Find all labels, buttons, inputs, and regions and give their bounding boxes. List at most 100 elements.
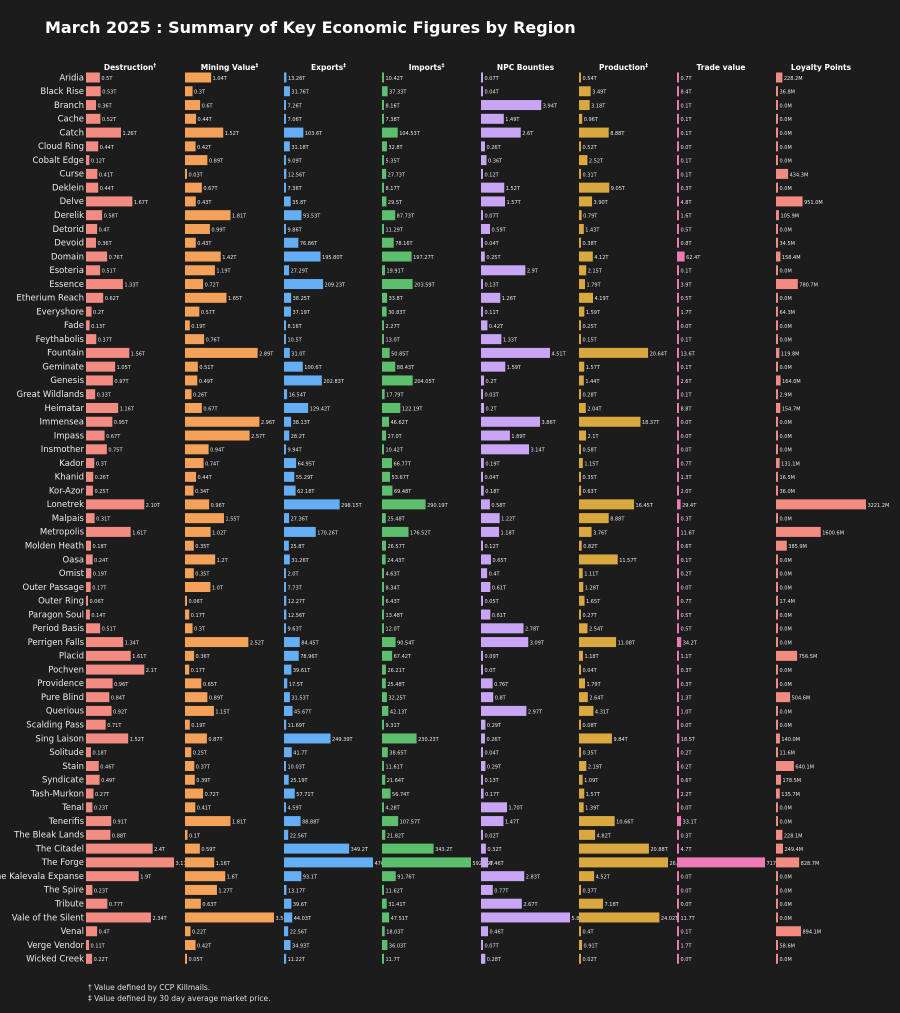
bar-mining-value xyxy=(185,320,190,331)
value-label-destruction: 0.31T xyxy=(96,517,111,523)
value-label-mining-value: 0.39T xyxy=(196,778,211,784)
bar-loyalty-points xyxy=(776,155,778,166)
value-label-imports: 4.28T xyxy=(386,806,401,812)
bar-npc-bounties xyxy=(481,485,484,496)
value-label-exports: 7.73T xyxy=(288,585,303,591)
bar-mining-value xyxy=(185,347,258,358)
bar-npc-bounties xyxy=(481,581,491,592)
region-label: Khanid xyxy=(55,473,84,483)
bar-trade-value xyxy=(677,664,679,675)
value-label-imports: 11.7T xyxy=(386,957,401,963)
bar-destruction xyxy=(86,485,93,496)
value-label-mining-value: 1.65T xyxy=(228,296,243,302)
region-label: Domain xyxy=(51,252,84,262)
value-label-loyalty-points: 0.0M xyxy=(780,723,792,729)
column-header-npc-bounties: NPC Bounties xyxy=(497,63,555,72)
value-label-loyalty-points: 249.4M xyxy=(784,847,803,853)
bar-destruction xyxy=(86,705,112,716)
value-label-loyalty-points: 228.1M xyxy=(784,833,803,839)
value-label-production: 0.38T xyxy=(583,241,598,247)
value-label-exports: 62.18T xyxy=(297,489,315,495)
region-label: The Kalevala Expanse xyxy=(0,872,84,882)
bar-imports xyxy=(382,623,384,634)
bar-loyalty-points xyxy=(776,843,783,854)
bar-imports xyxy=(382,581,384,592)
bar-npc-bounties xyxy=(481,334,502,345)
bar-exports xyxy=(284,774,289,785)
bar-trade-value xyxy=(677,912,679,923)
bar-trade-value xyxy=(677,637,682,648)
bar-mining-value xyxy=(185,554,216,565)
value-label-exports: 9.86T xyxy=(288,227,303,233)
bar-exports xyxy=(284,568,286,579)
value-label-loyalty-points: 119.8M xyxy=(781,351,800,357)
value-label-destruction: 0.41T xyxy=(99,172,114,178)
value-label-loyalty-points: 0.0M xyxy=(780,159,792,165)
value-label-production: 11.57T xyxy=(619,558,637,564)
value-label-imports: 87.73T xyxy=(397,214,415,220)
value-label-loyalty-points: 0.0M xyxy=(780,365,792,371)
value-label-loyalty-points: 0.0M xyxy=(780,420,792,426)
bar-mining-value xyxy=(185,141,196,152)
bar-production xyxy=(579,884,581,895)
value-label-mining-value: 1.55T xyxy=(225,517,240,523)
value-label-production: 0.52T xyxy=(583,145,598,151)
value-label-npc-bounties: 0.04T xyxy=(485,475,500,481)
bar-imports xyxy=(382,843,434,854)
bar-exports xyxy=(284,623,286,634)
value-label-imports: 17.79T xyxy=(386,393,404,399)
bar-npc-bounties xyxy=(481,86,483,97)
bar-mining-value xyxy=(185,251,221,262)
value-label-destruction: 0.44T xyxy=(100,145,115,151)
bar-production xyxy=(579,705,594,716)
column-header-exports: Exports‡ xyxy=(311,63,346,72)
bar-mining-value xyxy=(185,871,226,882)
value-label-imports: 290.19T xyxy=(427,503,448,509)
bar-loyalty-points xyxy=(776,279,798,290)
value-label-exports: 129.42T xyxy=(310,406,331,412)
region-label: Perrigen Falls xyxy=(28,638,85,648)
bar-mining-value xyxy=(185,334,205,345)
bar-imports xyxy=(382,471,391,482)
bar-trade-value xyxy=(677,609,679,620)
value-label-imports: 36.03T xyxy=(389,943,407,949)
value-label-loyalty-points: 0.0M xyxy=(780,572,792,578)
bar-destruction xyxy=(86,719,106,730)
bar-npc-bounties xyxy=(481,719,486,730)
bar-exports xyxy=(284,526,316,537)
bar-destruction xyxy=(86,251,108,262)
value-label-destruction: 0.77T xyxy=(109,902,124,908)
bar-loyalty-points xyxy=(776,485,778,496)
bar-npc-bounties xyxy=(481,458,484,469)
value-label-exports: 9.09T xyxy=(288,159,303,165)
region-label: Essence xyxy=(49,280,84,290)
bar-mining-value xyxy=(185,223,210,234)
value-label-npc-bounties: 0.29T xyxy=(487,723,502,729)
value-label-mining-value: 0.34T xyxy=(195,489,210,495)
value-label-destruction: 0.49T xyxy=(101,778,116,784)
bar-mining-value xyxy=(185,857,215,868)
value-label-mining-value: 0.87T xyxy=(208,737,223,743)
bar-imports xyxy=(382,72,384,83)
value-label-loyalty-points: 2.9M xyxy=(780,393,792,399)
value-label-mining-value: 0.19T xyxy=(191,723,206,729)
bar-exports xyxy=(284,141,290,152)
bar-trade-value xyxy=(677,540,679,551)
bar-destruction xyxy=(86,347,130,358)
bar-exports xyxy=(284,306,291,317)
value-label-npc-bounties: 2.97T xyxy=(528,709,543,715)
bar-exports xyxy=(284,375,322,386)
value-label-loyalty-points: 894.1M xyxy=(802,930,821,936)
bar-exports xyxy=(284,444,286,455)
bar-production xyxy=(579,292,594,303)
value-label-exports: 76.86T xyxy=(300,241,318,247)
bar-production xyxy=(579,306,585,317)
value-label-production: 1.11T xyxy=(584,572,599,578)
bar-exports xyxy=(284,912,293,923)
bar-production xyxy=(579,774,583,785)
value-label-mining-value: 1.2T xyxy=(217,558,229,564)
bar-exports xyxy=(284,100,286,111)
value-label-mining-value: 0.3T xyxy=(194,90,206,96)
bar-production xyxy=(579,802,584,813)
bar-destruction xyxy=(86,72,100,83)
